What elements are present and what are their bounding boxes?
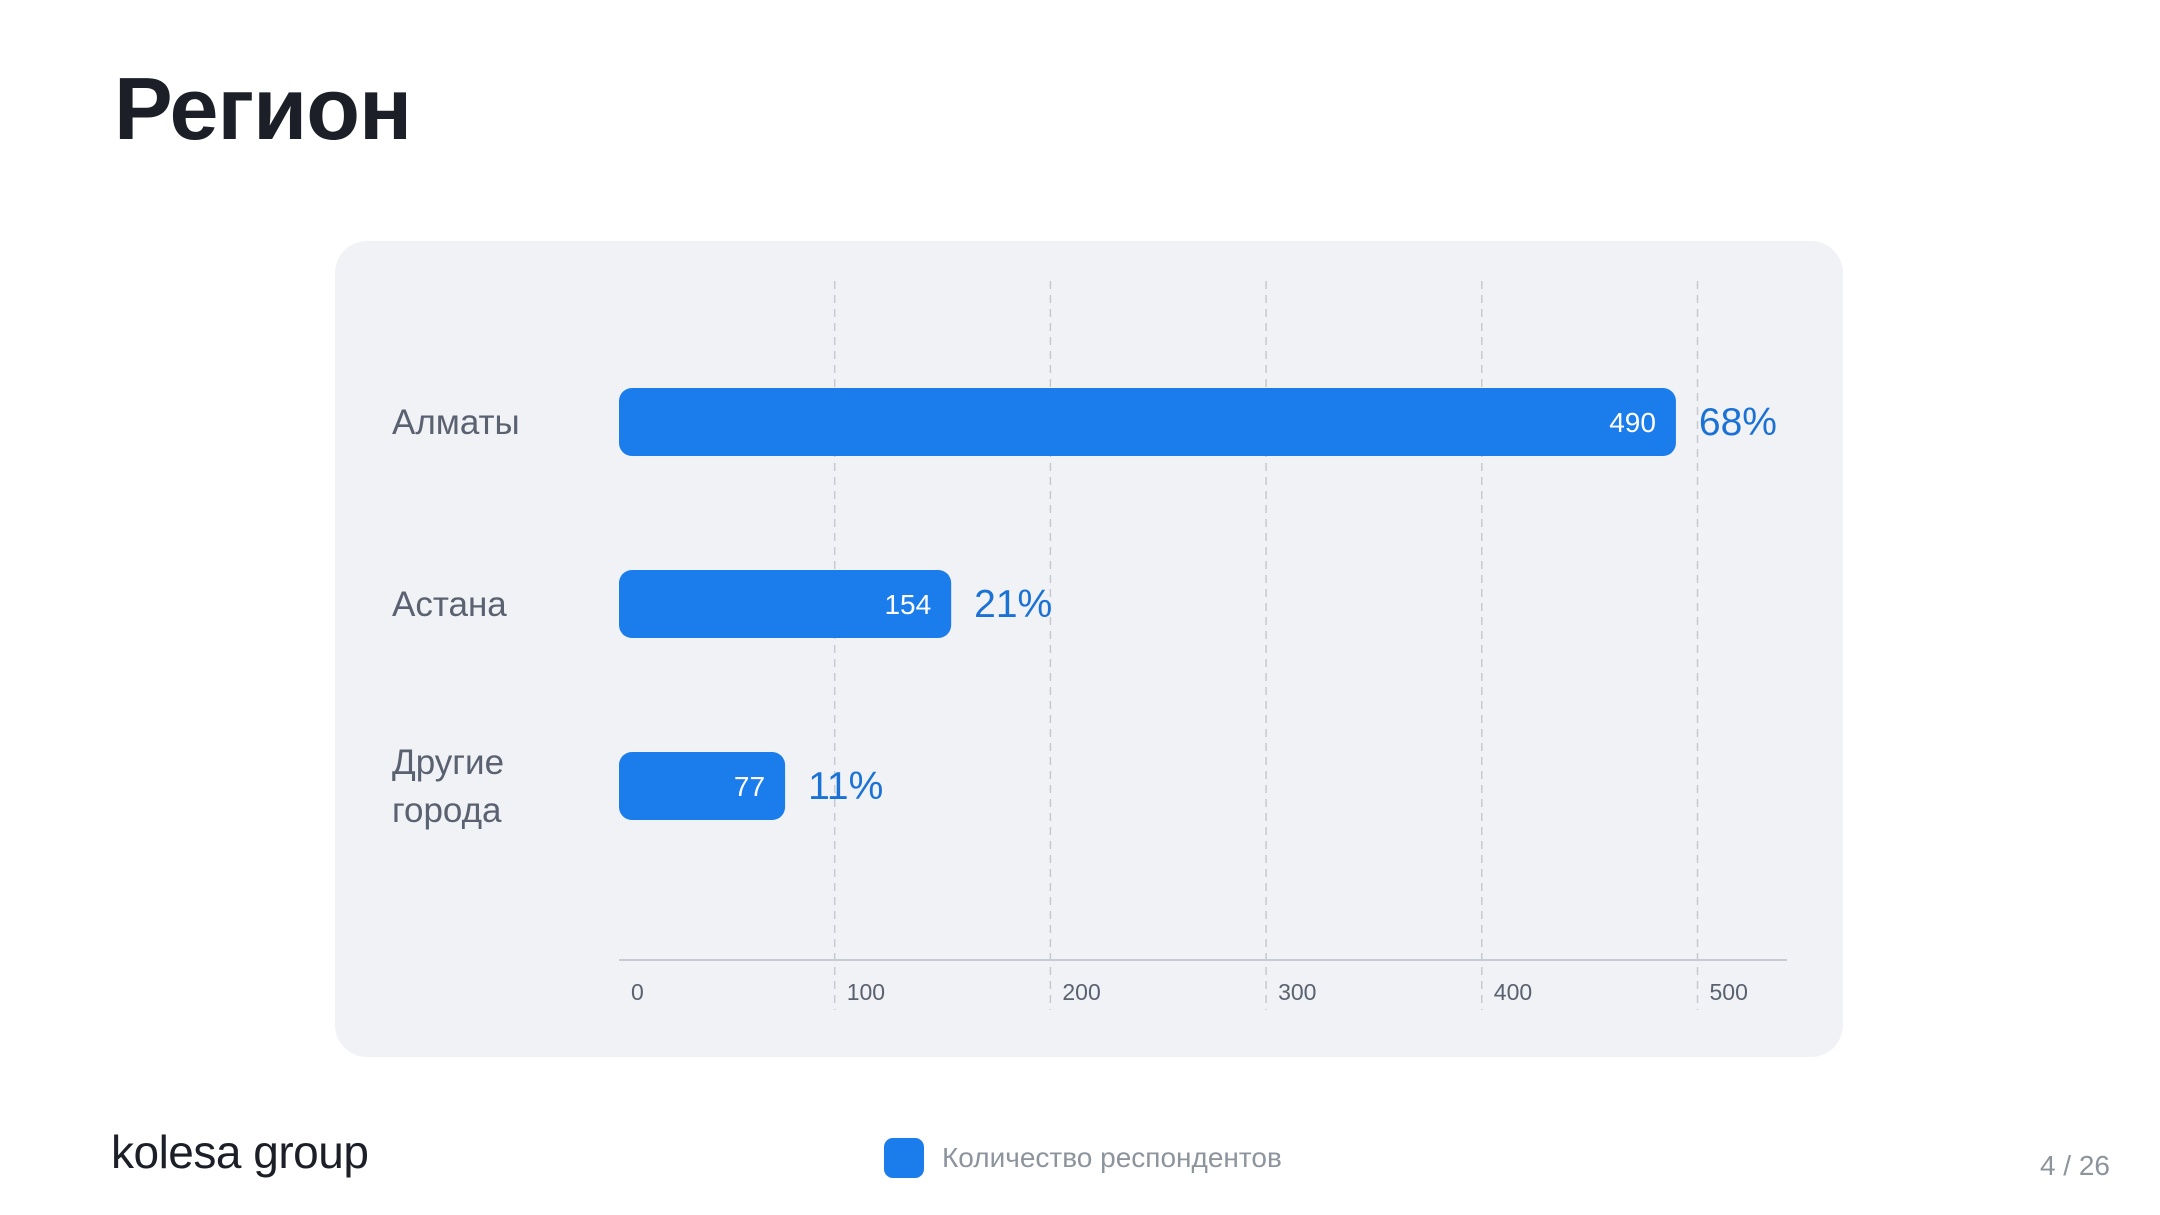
bar-value-label: 490 — [1609, 407, 1656, 438]
bar — [619, 388, 1676, 456]
category-label: Другие — [392, 743, 504, 782]
page-title: Регион — [114, 59, 412, 158]
x-tick-label: 400 — [1494, 979, 1532, 1005]
bar-value-label: 77 — [734, 771, 765, 802]
category-label: Астана — [392, 585, 507, 624]
bar — [619, 752, 786, 820]
bar-percent-label: 11% — [808, 765, 883, 808]
x-tick-label: 100 — [847, 979, 885, 1005]
x-tick-label: 200 — [1062, 979, 1100, 1005]
page-counter: 4 / 26 — [2039, 1150, 2110, 1181]
bar-percent-label: 21% — [974, 583, 1052, 626]
chart-card: 0 100 200 300 400 500 490 68% Алматы 154 21% Астана… — [335, 241, 1843, 1057]
legend-swatch — [884, 1138, 924, 1178]
x-tick-label: 0 — [631, 979, 644, 1005]
category-label: Алматы — [392, 403, 520, 442]
x-tick-label: 500 — [1710, 979, 1748, 1005]
bar-chart: 0 100 200 300 400 500 490 68% Алматы 154 21% Астана… — [392, 281, 1787, 1010]
kolesa-group-logo: kolesa group — [111, 1126, 369, 1178]
bar-value-label: 154 — [884, 589, 931, 620]
chart-legend: Количество респондентов — [884, 1138, 1282, 1178]
x-tick-label: 300 — [1278, 979, 1316, 1005]
legend-label: Количество респондентов — [942, 1142, 1282, 1173]
bar-percent-label: 68% — [1699, 401, 1777, 444]
bar — [619, 570, 952, 638]
category-label: города — [392, 791, 502, 830]
